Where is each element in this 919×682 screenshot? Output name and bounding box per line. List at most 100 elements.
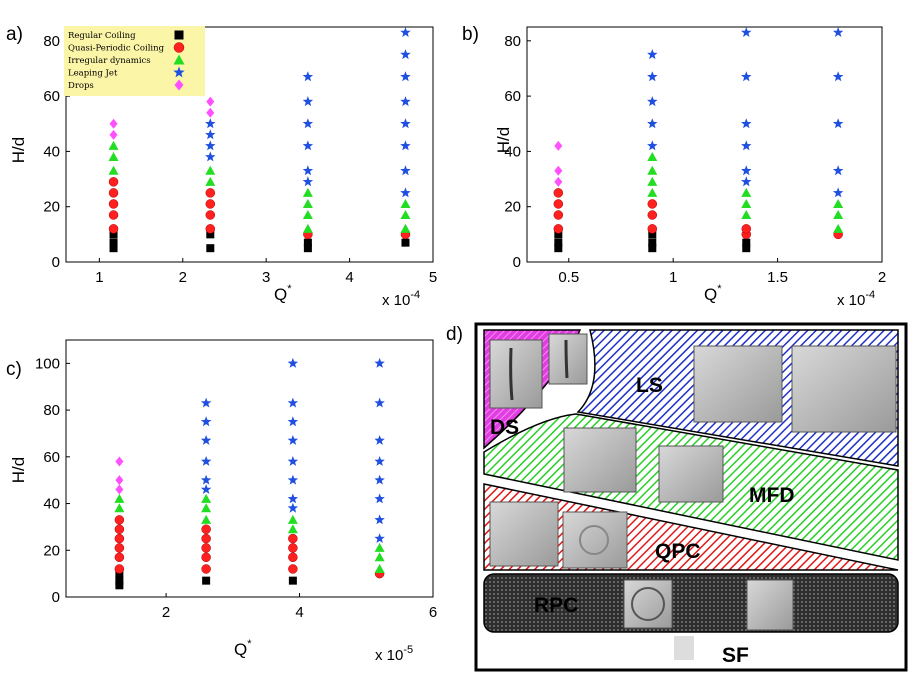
data-point-regular: [109, 244, 118, 253]
y-tick-label: 20: [43, 199, 60, 216]
data-point-quasi: [201, 524, 211, 534]
data-point-quasi: [201, 533, 211, 544]
data-point-irregular: [108, 140, 119, 150]
y-tick-label: 100: [35, 355, 60, 372]
data-point-irregular: [201, 514, 212, 524]
data-point-quasi: [201, 543, 211, 553]
data-point-regular: [206, 230, 215, 239]
data-point-irregular: [400, 198, 411, 208]
photo: [791, 345, 897, 433]
data-point-leaping: [374, 435, 385, 445]
data-point-regular: [288, 576, 297, 585]
data-point-leaping: [200, 474, 212, 485]
data-point-quasi: [647, 210, 658, 220]
data-point-leaping: [287, 493, 299, 504]
data-point-quasi: [114, 564, 125, 574]
data-point-leaping: [832, 187, 844, 198]
legend: Regular Coiling Quasi-Periodic Coiling Irr…: [64, 26, 205, 96]
data-point-leaping: [205, 140, 216, 151]
legend-marker-diamond: [174, 79, 184, 91]
data-point-leaping: [400, 27, 411, 37]
data-point-regular: [206, 244, 215, 253]
data-point-irregular: [201, 493, 212, 503]
data-point-irregular: [741, 210, 752, 219]
data-point-regular: [554, 244, 563, 253]
data-point-irregular: [374, 563, 385, 573]
data-point-leaping: [302, 165, 314, 176]
data-point-regular: [115, 581, 124, 590]
data-point-leaping: [400, 71, 411, 82]
region-label-mfd: MFD: [749, 484, 795, 507]
data-point-quasi: [114, 543, 125, 553]
data-point-irregular: [108, 165, 119, 175]
data-point-irregular: [302, 198, 313, 208]
data-point-irregular: [833, 198, 844, 208]
data-points: [108, 27, 411, 253]
data-point-irregular: [647, 151, 658, 161]
plot-frame: [526, 26, 883, 263]
coil-ring: [579, 525, 609, 555]
data-point-irregular: [374, 552, 385, 562]
data-point-drops: [206, 107, 215, 118]
regime-photos: [489, 333, 897, 660]
data-point-leaping: [205, 151, 216, 162]
legend-marker-square: [174, 30, 184, 40]
exponent-b: x 10-4: [837, 289, 875, 309]
xlabel-c: Q*: [234, 638, 252, 659]
y-tick-label: 80: [43, 33, 60, 50]
data-point-leaping: [647, 96, 658, 107]
data-point-irregular: [287, 524, 298, 534]
data-point-irregular: [400, 210, 411, 219]
jet-strokes: [509, 339, 692, 660]
data-point-leaping: [400, 187, 411, 198]
data-point-quasi: [288, 543, 298, 553]
data-point-irregular: [201, 503, 212, 513]
data-point-irregular: [114, 503, 125, 513]
data-point-quasi: [553, 224, 564, 234]
photo: [674, 636, 694, 660]
data-point-irregular: [833, 223, 844, 233]
region-label-sf: SF: [722, 644, 749, 667]
y-tick-label: 80: [43, 402, 60, 419]
panel-label-a: a): [6, 24, 23, 45]
data-point-leaping: [741, 71, 752, 82]
data-point-quasi: [553, 199, 564, 209]
data-point-irregular: [647, 187, 658, 197]
x-tick-label: 0.5: [558, 269, 579, 286]
data-point-quasi: [205, 199, 216, 209]
data-point-irregular: [400, 223, 411, 233]
data-point-drops: [109, 129, 118, 140]
panel-label-d: d): [446, 324, 463, 345]
data-point-leaping: [287, 357, 299, 368]
data-point-leaping: [400, 140, 411, 151]
legend-marker-star: [173, 66, 185, 78]
data-point-leaping: [832, 27, 844, 37]
data-point-leaping: [287, 416, 299, 427]
y-tick-label: 80: [504, 33, 521, 50]
data-point-irregular: [302, 210, 313, 219]
data-point-leaping: [200, 416, 212, 427]
data-point-quasi: [647, 224, 658, 234]
y-tick-label: 20: [504, 199, 521, 216]
x-tick-label: 3: [262, 269, 270, 286]
panel-a: a) 1 2 3 4 5 0 20 40 60 80 Q* x 10-4 H/d Regular …: [6, 24, 437, 309]
data-point-irregular: [833, 210, 844, 219]
x-tick-label: 4: [345, 269, 353, 286]
data-point-leaping: [741, 118, 752, 129]
data-point-leaping: [302, 71, 314, 82]
xlabel-a: Q*: [274, 283, 292, 304]
panel-label-c: c): [6, 359, 22, 380]
y-tick-label: 60: [43, 449, 60, 466]
data-point-leaping: [374, 533, 385, 543]
legend-marker-triangle: [173, 54, 185, 65]
data-point-leaping: [400, 118, 411, 129]
data-point-leaping: [302, 176, 314, 187]
y-tick-label: 40: [504, 143, 521, 160]
data-point-quasi: [288, 552, 298, 563]
data-point-quasi: [205, 224, 216, 234]
plot-frame: [65, 26, 434, 263]
data-point-quasi: [114, 552, 125, 563]
data-point-regular: [742, 244, 751, 253]
